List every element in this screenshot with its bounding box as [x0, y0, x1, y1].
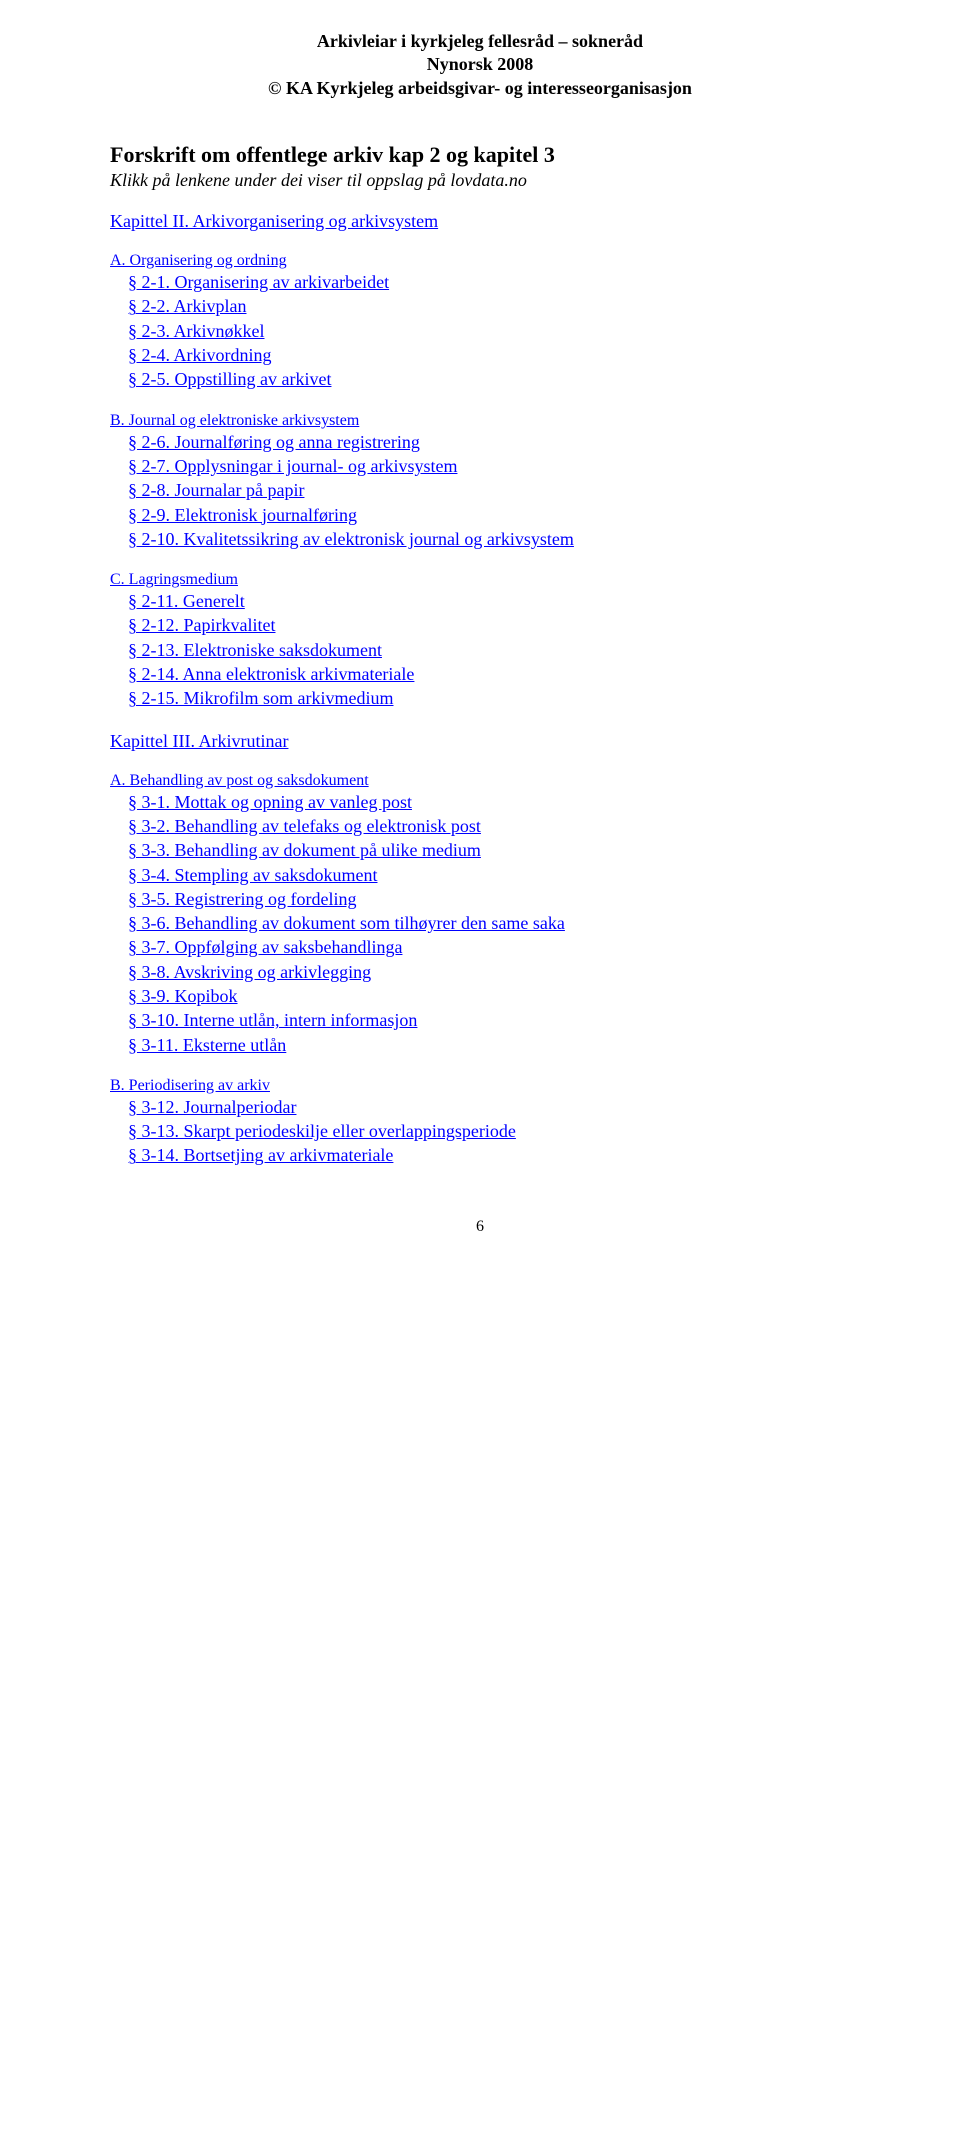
item-3-3-link[interactable]: § 3-3. Behandling av dokument på ulike m…: [128, 840, 481, 860]
document-page: Arkivleiar i kyrkjeleg fellesråd – sokne…: [0, 0, 960, 1266]
item-3-4-link[interactable]: § 3-4. Stempling av saksdokument: [128, 865, 377, 885]
chapter-2-link[interactable]: Kapittel II. Arkivorganisering og arkivs…: [110, 211, 438, 231]
item-3-2-link[interactable]: § 3-2. Behandling av telefaks og elektro…: [128, 816, 481, 836]
document-header: Arkivleiar i kyrkjeleg fellesråd – sokne…: [110, 30, 850, 100]
item-3-14-link[interactable]: § 3-14. Bortsetjing av arkivmateriale: [128, 1145, 393, 1165]
item-2-8-link[interactable]: § 2-8. Journalar på papir: [128, 480, 304, 500]
section-b3-head-link[interactable]: B. Periodisering av arkiv: [110, 1077, 270, 1094]
item-3-11-link[interactable]: § 3-11. Eksterne utlån: [128, 1035, 286, 1055]
item-2-6-link[interactable]: § 2-6. Journalføring og anna registrerin…: [128, 432, 420, 452]
chapter-3-heading: Kapittel III. Arkivrutinar: [110, 731, 850, 752]
item-2-12-link[interactable]: § 2-12. Papirkvalitet: [128, 615, 275, 635]
section-a3: A. Behandling av post og saksdokument § …: [110, 772, 850, 1057]
item-3-12-link[interactable]: § 3-12. Journalperiodar: [128, 1097, 296, 1117]
item-3-1-link[interactable]: § 3-1. Mottak og opning av vanleg post: [128, 792, 412, 812]
section-a-head-link[interactable]: A. Organisering og ordning: [110, 252, 287, 269]
header-line-1: Arkivleiar i kyrkjeleg fellesråd – sokne…: [110, 30, 850, 53]
item-3-10-link[interactable]: § 3-10. Interne utlån, intern informasjo…: [128, 1010, 417, 1030]
page-number: 6: [110, 1218, 850, 1236]
item-2-14-link[interactable]: § 2-14. Anna elektronisk arkivmateriale: [128, 664, 414, 684]
section-b: B. Journal og elektroniske arkivsystem §…: [110, 412, 850, 551]
item-3-6-link[interactable]: § 3-6. Behandling av dokument som tilhøy…: [128, 913, 565, 933]
item-2-5-link[interactable]: § 2-5. Oppstilling av arkivet: [128, 369, 331, 389]
header-line-3: © KA Kyrkjeleg arbeidsgivar- og interess…: [110, 77, 850, 100]
section-c: C. Lagringsmedium § 2-11. Generelt § 2-1…: [110, 571, 850, 710]
document-subtitle: Klikk på lenkene under dei viser til opp…: [110, 170, 850, 191]
chapter-3-link[interactable]: Kapittel III. Arkivrutinar: [110, 731, 288, 751]
item-3-7-link[interactable]: § 3-7. Oppfølging av saksbehandlinga: [128, 937, 402, 957]
section-c-head-link[interactable]: C. Lagringsmedium: [110, 571, 238, 588]
item-2-4-link[interactable]: § 2-4. Arkivordning: [128, 345, 272, 365]
document-title: Forskrift om offentlege arkiv kap 2 og k…: [110, 142, 850, 168]
item-2-15-link[interactable]: § 2-15. Mikrofilm som arkivmedium: [128, 688, 393, 708]
item-3-5-link[interactable]: § 3-5. Registrering og fordeling: [128, 889, 356, 909]
item-2-1-link[interactable]: § 2-1. Organisering av arkivarbeidet: [128, 272, 389, 292]
header-line-2: Nynorsk 2008: [110, 53, 850, 76]
section-b-head-link[interactable]: B. Journal og elektroniske arkivsystem: [110, 412, 359, 429]
chapter-2-heading: Kapittel II. Arkivorganisering og arkivs…: [110, 211, 850, 232]
item-2-7-link[interactable]: § 2-7. Opplysningar i journal- og arkivs…: [128, 456, 457, 476]
item-2-11-link[interactable]: § 2-11. Generelt: [128, 591, 245, 611]
item-2-10-link[interactable]: § 2-10. Kvalitetssikring av elektronisk …: [128, 529, 574, 549]
section-a3-head-link[interactable]: A. Behandling av post og saksdokument: [110, 772, 369, 789]
section-b3: B. Periodisering av arkiv § 3-12. Journa…: [110, 1077, 850, 1168]
item-2-2-link[interactable]: § 2-2. Arkivplan: [128, 296, 247, 316]
item-3-13-link[interactable]: § 3-13. Skarpt periodeskilje eller overl…: [128, 1121, 516, 1141]
item-2-9-link[interactable]: § 2-9. Elektronisk journalføring: [128, 505, 357, 525]
item-2-3-link[interactable]: § 2-3. Arkivnøkkel: [128, 321, 265, 341]
section-a: A. Organisering og ordning § 2-1. Organi…: [110, 252, 850, 391]
item-3-8-link[interactable]: § 3-8. Avskriving og arkivlegging: [128, 962, 371, 982]
item-2-13-link[interactable]: § 2-13. Elektroniske saksdokument: [128, 640, 382, 660]
item-3-9-link[interactable]: § 3-9. Kopibok: [128, 986, 238, 1006]
